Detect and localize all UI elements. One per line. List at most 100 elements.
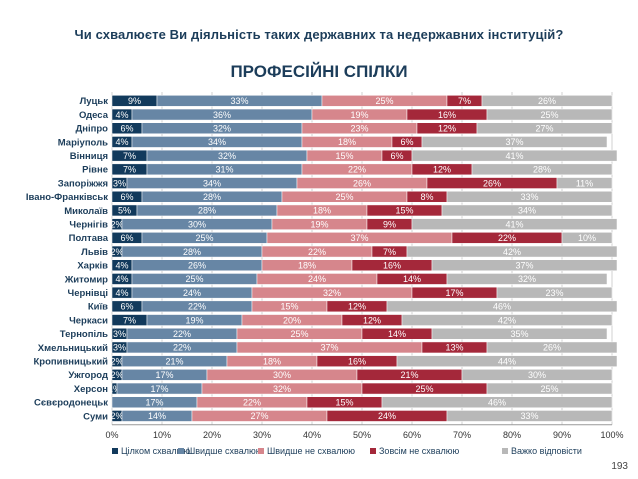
data-label: 25% <box>335 192 353 202</box>
bar-segment <box>486 108 613 121</box>
data-label: 4% <box>115 260 128 270</box>
data-label: 6% <box>120 233 133 243</box>
data-label: 16% <box>348 356 366 366</box>
category-label: Миколаїв <box>64 206 108 217</box>
question-title: Чи схвалюєте Ви діяльність таких державн… <box>74 27 564 42</box>
data-label: 18% <box>313 206 331 216</box>
legend-swatch <box>502 448 508 454</box>
data-label: 25% <box>290 329 308 339</box>
category-label: Ужгород <box>68 370 108 381</box>
data-label: 33% <box>230 96 248 106</box>
legend-label: Швидше схвалюю <box>187 446 263 456</box>
data-label: 20% <box>283 315 301 325</box>
x-tick-label: 0% <box>105 430 118 440</box>
bar-segment <box>396 355 618 367</box>
category-label: Херсон <box>74 384 109 395</box>
data-label: 32% <box>323 288 341 298</box>
data-label: 3% <box>113 178 126 188</box>
data-label: 41% <box>505 219 523 229</box>
data-label: 25% <box>375 96 393 106</box>
x-tick-label: 10% <box>153 430 171 440</box>
category-label: Луцьк <box>80 96 109 107</box>
bar-segment <box>411 218 618 230</box>
data-label: 23% <box>350 123 368 133</box>
data-label: 14% <box>388 329 406 339</box>
data-label: 32% <box>213 123 231 133</box>
x-tick-label: 60% <box>403 430 421 440</box>
category-label: Рівне <box>82 165 108 176</box>
category-label: Хмельницький <box>38 343 108 354</box>
data-label: 25% <box>185 274 203 284</box>
data-label: 18% <box>263 356 281 366</box>
data-label: 2% <box>110 247 123 257</box>
legend-swatch <box>112 448 118 454</box>
data-label: 42% <box>503 247 521 257</box>
data-label: 24% <box>308 274 326 284</box>
data-label: 4% <box>115 274 128 284</box>
data-label: 15% <box>280 302 298 312</box>
legend-label: Цілком схвалюю <box>121 446 190 456</box>
category-label: Тернопіль <box>60 329 108 340</box>
category-label: Черкаси <box>69 315 108 326</box>
bar-segment <box>431 259 618 271</box>
category-label: Одеса <box>79 110 109 121</box>
data-label: 22% <box>173 329 191 339</box>
data-label: 25% <box>540 110 558 120</box>
x-tick-label: 80% <box>503 430 521 440</box>
data-label: 9% <box>383 219 396 229</box>
data-label: 9% <box>128 96 141 106</box>
data-label: 6% <box>120 123 133 133</box>
data-label: 26% <box>188 260 206 270</box>
data-label: 7% <box>123 315 136 325</box>
bar-segment <box>441 204 613 217</box>
data-label: 18% <box>338 137 356 147</box>
data-label: 28% <box>198 206 216 216</box>
category-label: Львів <box>81 247 108 258</box>
data-label: 2% <box>110 356 123 366</box>
bar-segment <box>556 177 613 189</box>
chart-subtitle: ПРОФЕСІЙНІ СПІЛКИ <box>230 62 408 81</box>
legend-swatch <box>178 448 184 454</box>
data-label: 6% <box>120 192 133 202</box>
data-label: 34% <box>203 178 221 188</box>
data-label: 1% <box>108 384 121 394</box>
bar-segment <box>421 136 608 148</box>
legend-label: Швидше не схвалюю <box>267 446 355 456</box>
x-tick-label: 40% <box>303 430 321 440</box>
data-label: 34% <box>208 137 226 147</box>
category-label: Івано-Франківськ <box>26 192 108 203</box>
data-label: 12% <box>348 302 366 312</box>
legend-swatch <box>258 448 264 454</box>
category-label: Дніпро <box>76 124 109 135</box>
data-label: 30% <box>273 370 291 380</box>
bar-segment <box>496 286 613 299</box>
category-label: Київ <box>88 302 108 313</box>
data-label: 7% <box>383 247 396 257</box>
bar-segment <box>411 149 618 162</box>
data-label: 42% <box>498 315 516 325</box>
data-label: 19% <box>185 315 203 325</box>
data-label: 4% <box>115 137 128 147</box>
category-label: Харків <box>77 261 108 272</box>
legend-label: Важко відповісти <box>511 446 582 456</box>
data-label: 2% <box>110 411 123 421</box>
data-label: 8% <box>420 192 433 202</box>
data-label: 7% <box>123 165 136 175</box>
data-label: 28% <box>203 192 221 202</box>
data-label: 25% <box>540 384 558 394</box>
x-tick-label: 70% <box>453 430 471 440</box>
data-label: 4% <box>115 110 128 120</box>
data-label: 21% <box>165 356 183 366</box>
x-tick-label: 30% <box>253 430 271 440</box>
data-label: 37% <box>350 233 368 243</box>
data-label: 16% <box>383 260 401 270</box>
category-label: Вінниця <box>70 151 108 162</box>
bar-segment <box>446 273 608 285</box>
data-label: 19% <box>350 110 368 120</box>
data-label: 6% <box>400 137 413 147</box>
data-label: 12% <box>363 315 381 325</box>
data-label: 12% <box>433 165 451 175</box>
data-label: 33% <box>520 411 538 421</box>
bar-segment <box>486 341 618 354</box>
